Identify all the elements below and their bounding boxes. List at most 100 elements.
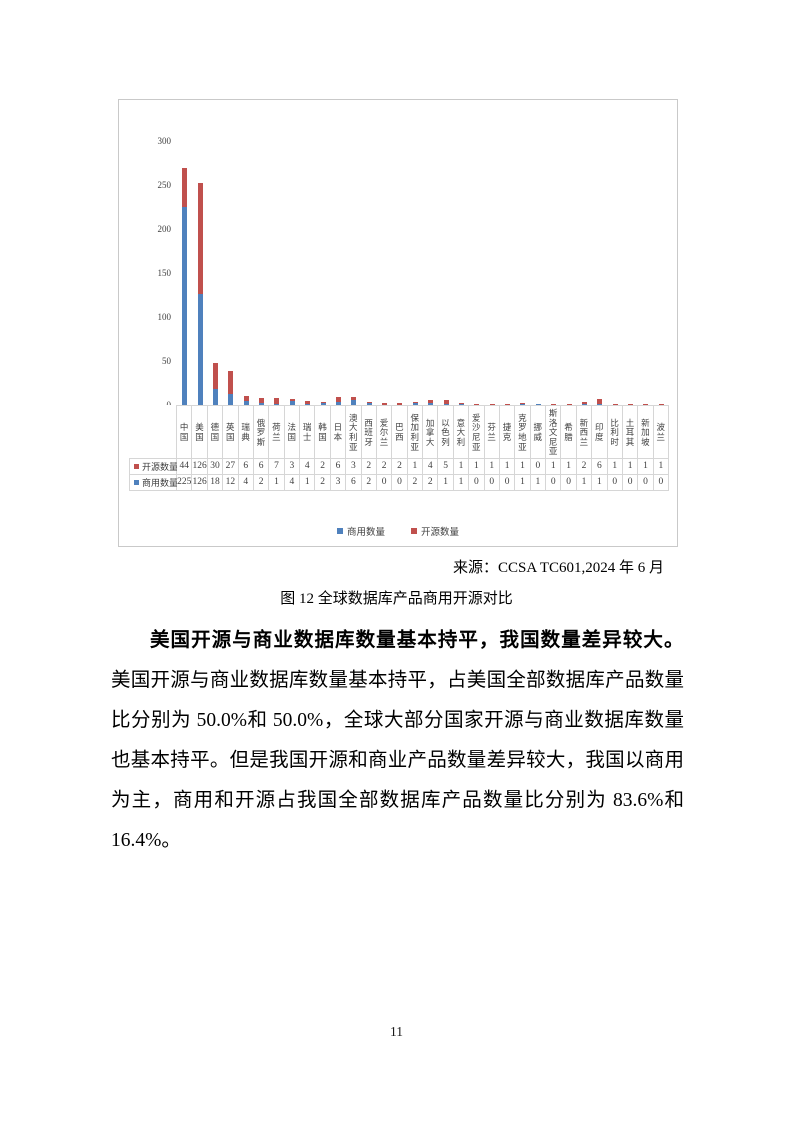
country-name-cell: 荷兰 (269, 405, 285, 459)
bar-segment-commercial (274, 404, 280, 405)
bar-stack (382, 403, 388, 405)
bar-stack (289, 398, 295, 405)
bar-stack (535, 404, 541, 405)
bold-lead-sentence: 美国开源与商业数据库数量基本持平，我国数量差异较大。 (150, 629, 684, 651)
value-cell: 6 (238, 459, 254, 475)
legend-item-commercial: 商用数量 (336, 524, 385, 538)
country-name-char: 波 (656, 422, 666, 433)
bar-column (269, 141, 284, 405)
bar-stack (581, 402, 587, 405)
country-name-cell: 土耳其 (622, 405, 639, 459)
value-cell: 0 (622, 475, 639, 491)
bar-column (515, 141, 530, 405)
bar-segment-opensource (658, 404, 664, 405)
bar-segment-opensource (458, 403, 464, 405)
country-name-char: 芬 (487, 422, 496, 433)
bar-segment-opensource (612, 404, 618, 405)
country-name-char: 新 (641, 417, 650, 428)
country-name-char: 荷 (272, 422, 281, 433)
country-name-char: 拿 (425, 427, 435, 438)
value-cell: 2 (361, 459, 377, 475)
country-name-char: 巴 (395, 422, 404, 433)
country-name-char: 瑞 (302, 422, 312, 433)
value-cell: 1 (484, 459, 500, 475)
table-row-label: 商用数量 (129, 475, 178, 491)
bar-stack (320, 401, 326, 405)
bar-stack (489, 404, 495, 405)
country-name-char: 克 (502, 432, 512, 442)
value-cell: 2 (315, 459, 331, 475)
bar-stack (182, 168, 188, 405)
value-cell: 4 (284, 475, 300, 491)
bar-segment-commercial (320, 403, 326, 405)
page-number: 11 (390, 1024, 403, 1039)
bar-segment-commercial (443, 404, 449, 405)
country-name-cell: 日本 (330, 405, 347, 459)
country-name-char: 地 (518, 432, 527, 442)
value-cell: 4 (423, 459, 439, 475)
bar-segment-opensource (489, 404, 495, 405)
bar-segment-opensource (305, 400, 311, 405)
country-name-char: 西 (579, 427, 589, 438)
country-name-cell: 波兰 (653, 405, 669, 459)
country-name-char: 土 (625, 417, 635, 428)
bar-column (469, 141, 484, 405)
bar-column (485, 141, 500, 405)
bar-column (423, 141, 438, 405)
country-name-char: 希 (564, 422, 573, 433)
value-cell: 1 (653, 459, 669, 475)
bar-segment-opensource (259, 397, 265, 404)
bar-segment-opensource (581, 402, 587, 405)
value-cell: 0 (607, 475, 623, 491)
value-cell: 1 (515, 459, 531, 475)
legend-swatch (411, 528, 417, 534)
bar-segment-commercial (458, 404, 464, 405)
country-name-char: 利 (610, 427, 619, 438)
body-paragraph: 美国开源与商业数据库数量基本持平，我国数量差异较大。美国开源与商业数据库数量基本… (111, 620, 684, 861)
country-name-char: 牙 (364, 436, 373, 447)
bar-segment-opensource (443, 399, 449, 405)
country-name-char: 腊 (564, 432, 573, 442)
country-name-cell: 爱尔兰 (376, 405, 393, 459)
bar-column (254, 141, 269, 405)
bar-segment-commercial (535, 404, 541, 405)
country-name-char: 美 (195, 422, 204, 433)
bar-segment-opensource (397, 403, 403, 405)
y-tick-label: 50 (162, 355, 171, 366)
country-name-char: 兰 (656, 432, 666, 442)
value-cell: 6 (592, 459, 608, 475)
value-cell: 0 (653, 475, 669, 491)
value-cell: 1 (300, 475, 316, 491)
country-name-cell: 澳大利亚 (346, 405, 362, 459)
value-cell: 1 (576, 475, 593, 491)
country-name-cell: 英国 (223, 405, 239, 459)
bar-column (577, 141, 592, 405)
bar-column (438, 141, 453, 405)
value-cell: 0 (499, 475, 516, 491)
value-cell: 126 (192, 475, 208, 491)
country-name-char: 兰 (579, 436, 589, 447)
country-name-char: 捷 (502, 422, 512, 433)
bar-stack (197, 183, 203, 405)
country-name-char: 英 (226, 422, 235, 433)
value-cell: 1 (607, 459, 623, 475)
value-cell: 2 (376, 459, 393, 475)
bar-segment-opensource (197, 183, 203, 295)
country-name-cell: 以色列 (438, 405, 454, 459)
country-name-cell: 瑞典 (238, 405, 254, 459)
value-cell: 0 (469, 475, 485, 491)
country-name-char: 文 (548, 427, 558, 438)
chart-source: 来源：CCSA TC601,2024 年 6 月 (452, 560, 664, 576)
bar-segment-commercial (581, 404, 587, 405)
bar-segment-opensource (520, 403, 526, 405)
country-name-char: 德 (210, 422, 220, 433)
bar-stack (628, 404, 634, 405)
country-name-char: 亚 (410, 441, 420, 452)
country-name-char: 沙 (472, 422, 481, 433)
row-label-swatch (134, 480, 139, 485)
country-name-char: 国 (287, 432, 297, 442)
value-cell: 0 (530, 459, 546, 475)
bar-segment-commercial (197, 294, 203, 405)
bar-segment-opensource (382, 403, 388, 405)
country-name-cell: 新西兰 (576, 405, 593, 459)
